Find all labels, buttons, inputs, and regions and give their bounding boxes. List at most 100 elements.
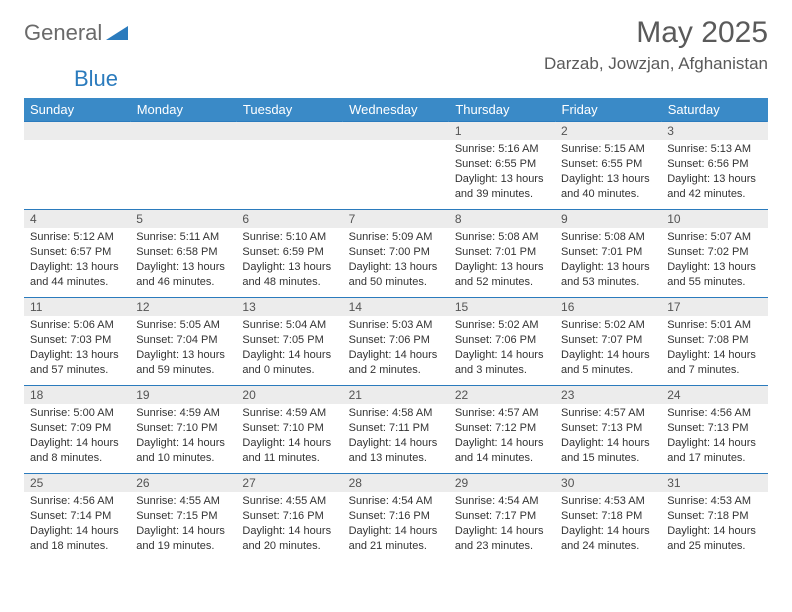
day-number: 18	[24, 386, 130, 404]
daylight-line: Daylight: 14 hours and 24 minutes.	[561, 525, 650, 552]
calendar-cell: 31Sunrise: 4:53 AMSunset: 7:18 PMDayligh…	[661, 474, 767, 562]
header-right: May 2025 Darzab, Jowzjan, Afghanistan	[544, 14, 768, 80]
sunset-line: Sunset: 6:55 PM	[561, 158, 642, 170]
calendar-cell: 3Sunrise: 5:13 AMSunset: 6:56 PMDaylight…	[661, 122, 767, 210]
day-details: Sunrise: 4:55 AMSunset: 7:16 PMDaylight:…	[236, 492, 342, 557]
sunset-line: Sunset: 6:58 PM	[136, 246, 217, 258]
month-title: May 2025	[544, 16, 768, 50]
calendar-cell: 15Sunrise: 5:02 AMSunset: 7:06 PMDayligh…	[449, 298, 555, 386]
calendar-cell: 26Sunrise: 4:55 AMSunset: 7:15 PMDayligh…	[130, 474, 236, 562]
day-number	[130, 122, 236, 140]
calendar-cell: 1Sunrise: 5:16 AMSunset: 6:55 PMDaylight…	[449, 122, 555, 210]
day-number	[236, 122, 342, 140]
calendar-cell	[24, 122, 130, 210]
day-number: 7	[343, 210, 449, 228]
calendar-cell: 13Sunrise: 5:04 AMSunset: 7:05 PMDayligh…	[236, 298, 342, 386]
daylight-line: Daylight: 14 hours and 19 minutes.	[136, 525, 225, 552]
daylight-line: Daylight: 14 hours and 21 minutes.	[349, 525, 438, 552]
day-details: Sunrise: 4:57 AMSunset: 7:13 PMDaylight:…	[555, 404, 661, 469]
sunrise-line: Sunrise: 4:56 AM	[30, 495, 114, 507]
calendar-cell: 12Sunrise: 5:05 AMSunset: 7:04 PMDayligh…	[130, 298, 236, 386]
day-number: 15	[449, 298, 555, 316]
sunset-line: Sunset: 7:11 PM	[349, 422, 430, 434]
day-number: 10	[661, 210, 767, 228]
sunset-line: Sunset: 7:06 PM	[349, 334, 430, 346]
calendar-cell: 14Sunrise: 5:03 AMSunset: 7:06 PMDayligh…	[343, 298, 449, 386]
day-number: 23	[555, 386, 661, 404]
daylight-line: Daylight: 13 hours and 55 minutes.	[667, 261, 756, 288]
day-details: Sunrise: 5:09 AMSunset: 7:00 PMDaylight:…	[343, 228, 449, 293]
sunrise-line: Sunrise: 5:16 AM	[455, 143, 539, 155]
calendar-week: 4Sunrise: 5:12 AMSunset: 6:57 PMDaylight…	[24, 210, 768, 298]
sunset-line: Sunset: 7:07 PM	[561, 334, 642, 346]
calendar-cell	[343, 122, 449, 210]
day-header-row: SundayMondayTuesdayWednesdayThursdayFrid…	[24, 98, 768, 122]
day-details: Sunrise: 5:01 AMSunset: 7:08 PMDaylight:…	[661, 316, 767, 381]
day-details: Sunrise: 5:06 AMSunset: 7:03 PMDaylight:…	[24, 316, 130, 381]
calendar-cell: 21Sunrise: 4:58 AMSunset: 7:11 PMDayligh…	[343, 386, 449, 474]
daylight-line: Daylight: 14 hours and 3 minutes.	[455, 349, 544, 376]
day-header: Sunday	[24, 98, 130, 122]
sunset-line: Sunset: 7:13 PM	[561, 422, 642, 434]
sunset-line: Sunset: 7:18 PM	[561, 510, 642, 522]
day-details: Sunrise: 4:59 AMSunset: 7:10 PMDaylight:…	[236, 404, 342, 469]
sunrise-line: Sunrise: 4:58 AM	[349, 407, 433, 419]
sunrise-line: Sunrise: 5:04 AM	[242, 319, 326, 331]
day-details: Sunrise: 4:59 AMSunset: 7:10 PMDaylight:…	[130, 404, 236, 469]
sunset-line: Sunset: 7:14 PM	[30, 510, 111, 522]
day-details: Sunrise: 5:10 AMSunset: 6:59 PMDaylight:…	[236, 228, 342, 293]
calendar-cell: 27Sunrise: 4:55 AMSunset: 7:16 PMDayligh…	[236, 474, 342, 562]
day-details: Sunrise: 5:11 AMSunset: 6:58 PMDaylight:…	[130, 228, 236, 293]
sunrise-line: Sunrise: 5:08 AM	[561, 231, 645, 243]
sunset-line: Sunset: 7:02 PM	[667, 246, 748, 258]
sunset-line: Sunset: 6:55 PM	[455, 158, 536, 170]
day-number	[343, 122, 449, 140]
daylight-line: Daylight: 14 hours and 0 minutes.	[242, 349, 331, 376]
sunset-line: Sunset: 7:12 PM	[455, 422, 536, 434]
day-details: Sunrise: 5:16 AMSunset: 6:55 PMDaylight:…	[449, 140, 555, 205]
day-number: 2	[555, 122, 661, 140]
sunset-line: Sunset: 7:04 PM	[136, 334, 217, 346]
calendar-cell: 2Sunrise: 5:15 AMSunset: 6:55 PMDaylight…	[555, 122, 661, 210]
brand-triangle-icon	[106, 20, 128, 46]
calendar-cell: 19Sunrise: 4:59 AMSunset: 7:10 PMDayligh…	[130, 386, 236, 474]
day-header: Thursday	[449, 98, 555, 122]
sunset-line: Sunset: 7:03 PM	[30, 334, 111, 346]
daylight-line: Daylight: 13 hours and 48 minutes.	[242, 261, 331, 288]
calendar-cell	[130, 122, 236, 210]
daylight-line: Daylight: 13 hours and 40 minutes.	[561, 173, 650, 200]
daylight-line: Daylight: 14 hours and 15 minutes.	[561, 437, 650, 464]
daylight-line: Daylight: 14 hours and 10 minutes.	[136, 437, 225, 464]
day-header: Tuesday	[236, 98, 342, 122]
day-number: 26	[130, 474, 236, 492]
day-number: 19	[130, 386, 236, 404]
sunset-line: Sunset: 7:16 PM	[242, 510, 323, 522]
day-number: 8	[449, 210, 555, 228]
day-number: 17	[661, 298, 767, 316]
sunrise-line: Sunrise: 4:53 AM	[561, 495, 645, 507]
sunset-line: Sunset: 7:05 PM	[242, 334, 323, 346]
calendar-head: SundayMondayTuesdayWednesdayThursdayFrid…	[24, 98, 768, 122]
day-number: 11	[24, 298, 130, 316]
calendar-cell: 16Sunrise: 5:02 AMSunset: 7:07 PMDayligh…	[555, 298, 661, 386]
calendar-cell: 25Sunrise: 4:56 AMSunset: 7:14 PMDayligh…	[24, 474, 130, 562]
daylight-line: Daylight: 13 hours and 59 minutes.	[136, 349, 225, 376]
sunrise-line: Sunrise: 5:03 AM	[349, 319, 433, 331]
day-details: Sunrise: 5:03 AMSunset: 7:06 PMDaylight:…	[343, 316, 449, 381]
day-number: 5	[130, 210, 236, 228]
sunrise-line: Sunrise: 4:59 AM	[242, 407, 326, 419]
day-header: Saturday	[661, 98, 767, 122]
day-header: Friday	[555, 98, 661, 122]
calendar-week: 25Sunrise: 4:56 AMSunset: 7:14 PMDayligh…	[24, 474, 768, 562]
sunrise-line: Sunrise: 4:54 AM	[349, 495, 433, 507]
calendar-cell: 22Sunrise: 4:57 AMSunset: 7:12 PMDayligh…	[449, 386, 555, 474]
sunset-line: Sunset: 7:17 PM	[455, 510, 536, 522]
day-number: 1	[449, 122, 555, 140]
daylight-line: Daylight: 13 hours and 46 minutes.	[136, 261, 225, 288]
day-details: Sunrise: 5:02 AMSunset: 7:07 PMDaylight:…	[555, 316, 661, 381]
sunset-line: Sunset: 7:10 PM	[136, 422, 217, 434]
day-details: Sunrise: 4:57 AMSunset: 7:12 PMDaylight:…	[449, 404, 555, 469]
sunset-line: Sunset: 7:18 PM	[667, 510, 748, 522]
sunrise-line: Sunrise: 5:01 AM	[667, 319, 751, 331]
day-number	[24, 122, 130, 140]
